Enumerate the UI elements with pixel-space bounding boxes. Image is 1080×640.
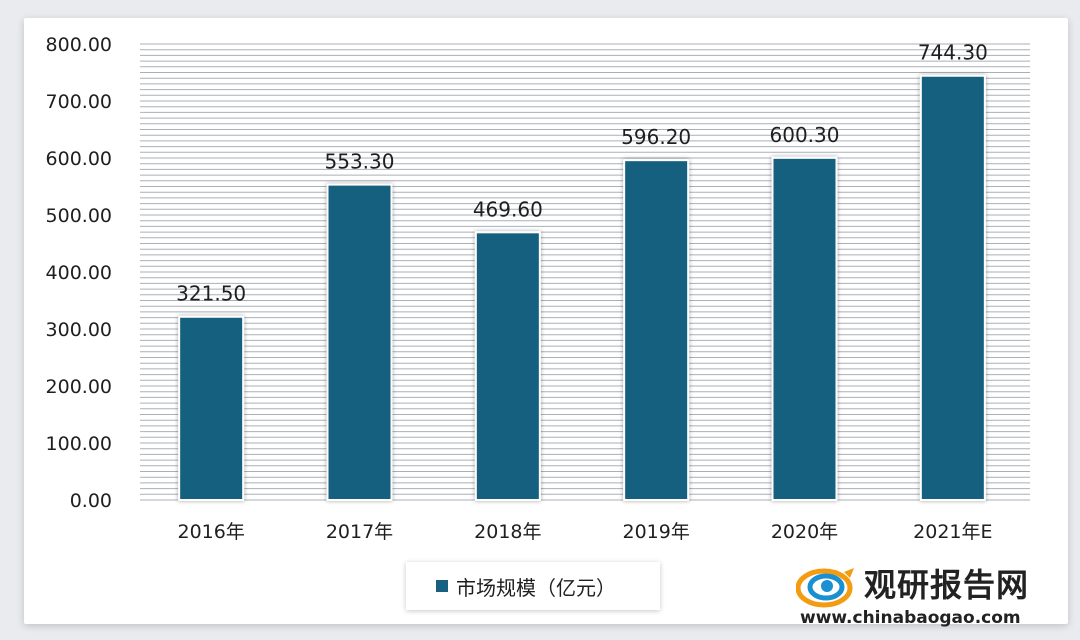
x-tick-label: 2019年 [622, 521, 689, 543]
bars [178, 74, 986, 502]
data-label: 596.20 [621, 125, 691, 149]
x-tick-label: 2016年 [177, 521, 244, 543]
x-tick-label: 2020年 [771, 521, 838, 543]
bar [326, 183, 393, 502]
y-tick-label: 400.00 [46, 262, 112, 284]
y-tick-label: 600.00 [46, 148, 112, 170]
bar [474, 231, 541, 501]
data-label: 469.60 [473, 197, 543, 221]
y-tick-label: 500.00 [46, 205, 112, 227]
data-label: 744.30 [918, 41, 988, 65]
legend: 市场规模（亿元） [406, 562, 660, 610]
legend-swatch [436, 580, 448, 592]
y-axis-ticks: 0.00 100.00 200.00 300.00 400.00 500.00 600.00… [46, 34, 112, 512]
data-label: 553.30 [325, 150, 395, 174]
legend-label: 市场规模（亿元） [456, 575, 616, 600]
x-tick-label: 2017年 [326, 521, 393, 543]
bar [178, 315, 245, 501]
watermark-url: www.chinabaogao.com [800, 608, 1021, 628]
bar [623, 159, 690, 502]
data-labels: 321.50 553.30 469.60 596.20 600.30 744.30 [176, 41, 988, 306]
data-label: 321.50 [176, 282, 246, 306]
y-tick-label: 200.00 [46, 376, 112, 398]
x-tick-label: 2021年E [913, 521, 992, 543]
y-tick-label: 300.00 [46, 319, 112, 341]
y-tick-label: 100.00 [46, 433, 112, 455]
bar [919, 74, 986, 502]
globe-logo-icon [796, 568, 854, 608]
data-label: 600.30 [770, 123, 840, 147]
y-tick-label: 700.00 [46, 91, 112, 113]
y-tick-label: 800.00 [46, 34, 112, 56]
watermark-name: 观研报告网 [864, 566, 1030, 604]
x-tick-label: 2018年 [474, 521, 541, 543]
watermark-logo: 观研报告网 www.chinabaogao.com [796, 560, 1066, 634]
gridlines [140, 43, 1030, 501]
bar [771, 156, 838, 501]
x-axis-ticks: 2016年 2017年 2018年 2019年 2020年 2021年E [177, 521, 992, 543]
y-tick-label: 0.00 [70, 490, 112, 512]
